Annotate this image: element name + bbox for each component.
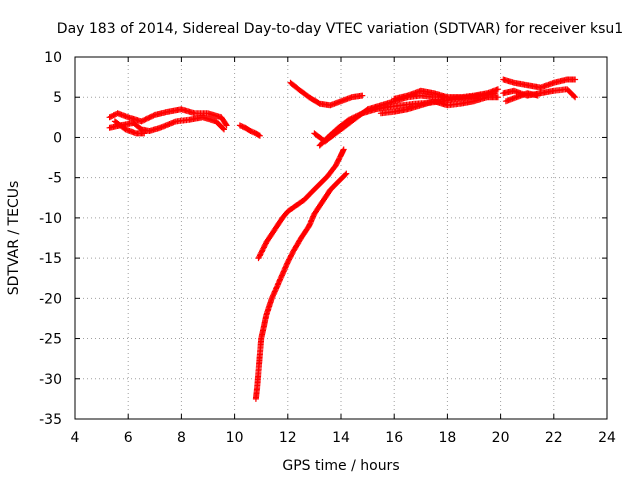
- data-point-markers: [391, 87, 464, 102]
- x-axis-label: GPS time / hours: [282, 458, 399, 474]
- data-point-markers: [236, 122, 263, 139]
- x-tick-label: 16: [385, 430, 403, 446]
- y-tick-label: 10: [44, 50, 62, 66]
- data-point-markers: [377, 94, 501, 117]
- series-arc-9: [391, 87, 464, 102]
- series-arc-4: [252, 170, 350, 402]
- series-arc-5: [287, 79, 366, 109]
- y-tick-label: -5: [48, 171, 62, 187]
- series-arc-1c: [111, 118, 148, 137]
- x-tick-label: 4: [71, 430, 80, 446]
- series-arc-10: [500, 76, 579, 91]
- y-tick-label: -35: [39, 412, 62, 428]
- y-tick-label: -10: [39, 211, 62, 227]
- y-tick-label: -25: [39, 332, 62, 348]
- y-tick-label: -20: [39, 291, 62, 307]
- data-point-markers: [500, 76, 579, 91]
- x-tick-label: 8: [177, 430, 186, 446]
- data-point-markers: [287, 79, 366, 109]
- series-arc-2: [236, 122, 263, 139]
- data-point-markers: [111, 118, 148, 137]
- x-tick-label: 12: [279, 430, 297, 446]
- data-marks: [106, 76, 579, 402]
- axis-ticks: 4 6 8 10 12 14 16 18 20 22 24 10 5 0 -5 -10 -15 -20 -25 -30…: [39, 50, 616, 446]
- y-axis-label: SDTVAR / TECUs: [6, 181, 22, 296]
- data-point-markers: [252, 170, 350, 402]
- series-arc-1a: [106, 106, 230, 129]
- series-arc-8: [377, 94, 501, 117]
- x-tick-label: 6: [124, 430, 133, 446]
- data-point-markers: [255, 146, 347, 262]
- chart-title: Day 183 of 2014, Sidereal Day-to-day VTE…: [57, 21, 623, 37]
- x-tick-label: 24: [598, 430, 616, 446]
- x-tick-label: 10: [226, 430, 244, 446]
- data-point-markers: [502, 90, 541, 105]
- x-tick-label: 22: [545, 430, 563, 446]
- y-tick-label: 0: [53, 130, 62, 146]
- grid: [75, 57, 607, 419]
- series-arc-12: [502, 90, 541, 105]
- x-tick-label: 18: [438, 430, 456, 446]
- x-tick-label: 20: [492, 430, 510, 446]
- y-tick-label: -30: [39, 372, 62, 388]
- data-point-markers: [106, 106, 230, 129]
- x-tick-label: 14: [332, 430, 350, 446]
- y-tick-label: 5: [53, 90, 62, 106]
- y-tick-label: -15: [39, 251, 62, 267]
- series-arc-3: [255, 146, 347, 262]
